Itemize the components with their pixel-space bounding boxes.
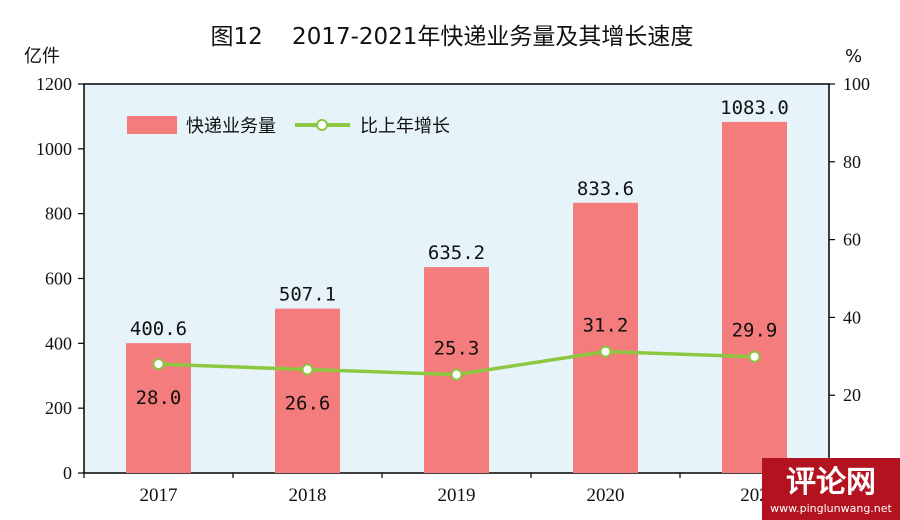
watermark: 评论网 www.pinglunwang.net [762, 458, 900, 520]
x-tick-label: 2018 [289, 485, 327, 506]
y-left-tick-label: 800 [45, 204, 72, 224]
growth-point-2018 [301, 363, 314, 376]
x-tick-label: 2020 [587, 485, 625, 506]
y-left-tick-label: 0 [63, 463, 72, 483]
growth-point-2021 [748, 350, 761, 363]
y-right-tick-label: 60 [843, 230, 861, 250]
watermark-background [762, 458, 900, 520]
bar-value-label: 507.1 [279, 284, 336, 306]
y-right-tick-label: 20 [843, 385, 861, 405]
growth-point-2019 [450, 368, 463, 381]
x-tick-label: 2019 [438, 485, 476, 506]
growth-value-label: 26.6 [285, 393, 331, 415]
y-left-tick-label: 1000 [36, 139, 72, 159]
growth-value-label: 31.2 [583, 315, 629, 337]
y-left-tick-label: 200 [45, 398, 72, 418]
watermark-text: 评论网 [786, 465, 876, 500]
x-tick-label: 2017 [140, 485, 178, 506]
legend-bar-swatch [127, 116, 177, 134]
bar-value-label: 1083.0 [720, 97, 789, 119]
y-right-tick-label: 40 [843, 307, 861, 327]
growth-value-label: 28.0 [136, 387, 182, 409]
bar-2021 [722, 121, 787, 474]
legend-line-label: 比上年增长 [360, 116, 450, 137]
y-right-tick-label: 80 [843, 152, 861, 172]
legend: 快递业务量 比上年增长 [127, 116, 450, 137]
right-axis-unit: % [845, 46, 862, 67]
bar-value-label: 400.6 [130, 318, 187, 340]
y-left-tick-label: 400 [45, 333, 72, 353]
bar-value-label: 833.6 [577, 178, 634, 200]
growth-point-2017 [152, 358, 165, 371]
y-left-tick-label: 600 [45, 269, 72, 289]
bar-2018 [275, 308, 340, 473]
watermark-url: www.pinglunwang.net [770, 502, 892, 515]
x-tick-label: 202 [740, 485, 769, 506]
legend-bar-label: 快递业务量 [186, 116, 276, 137]
bar-value-label: 635.2 [428, 242, 485, 264]
y-right-tick-label: 100 [843, 74, 870, 94]
growth-value-label: 25.3 [434, 338, 480, 360]
y-left-tick-label: 1200 [36, 74, 72, 94]
legend-line-marker [316, 119, 328, 131]
left-axis-unit: 亿件 [24, 46, 60, 67]
chart-title: 图12 2017-2021年快递业务量及其增长速度 [211, 24, 694, 50]
growth-point-2020 [599, 345, 612, 358]
bar-2020 [573, 202, 638, 474]
growth-value-label: 29.9 [732, 320, 778, 342]
